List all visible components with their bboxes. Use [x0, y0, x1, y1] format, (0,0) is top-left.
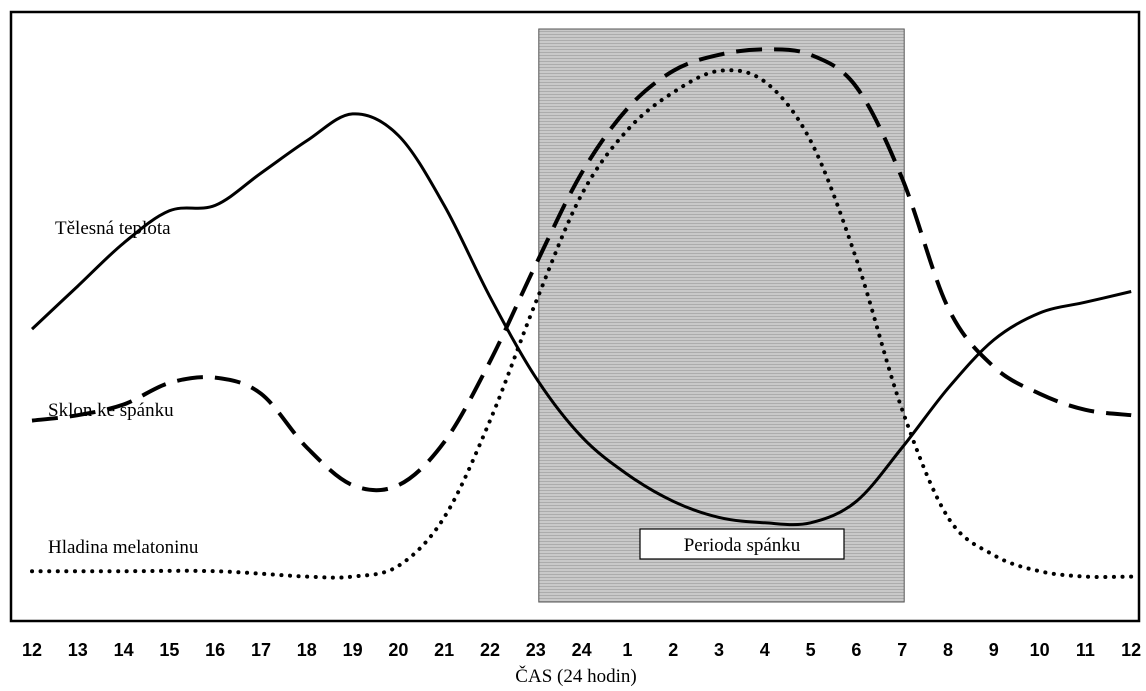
x-tick-label: 12	[1121, 640, 1141, 660]
x-tick-label: 14	[114, 640, 134, 660]
series-label-melatonin-level: Hladina melatoninu	[48, 537, 199, 558]
x-tick-label: 17	[251, 640, 271, 660]
x-tick-label: 8	[943, 640, 953, 660]
x-tick-label: 3	[714, 640, 724, 660]
x-tick-label: 20	[388, 640, 408, 660]
x-tick-label: 2	[668, 640, 678, 660]
x-tick-label: 13	[68, 640, 88, 660]
series-label-body-temperature: Tělesná teplota	[55, 218, 171, 239]
x-tick-label: 9	[989, 640, 999, 660]
x-tick-label: 11	[1076, 640, 1095, 660]
x-tick-label: 12	[22, 640, 42, 660]
x-tick-label: 7	[897, 640, 907, 660]
x-tick-label: 23	[526, 640, 546, 660]
x-tick-label: 18	[297, 640, 317, 660]
x-tick-label: 15	[159, 640, 179, 660]
x-axis-title: ČAS (24 hodin)	[515, 665, 636, 687]
x-tick-label: 22	[480, 640, 500, 660]
sleep-period-band	[539, 29, 904, 602]
sleep-period-label: Perioda spánku	[684, 535, 801, 556]
x-tick-label: 16	[205, 640, 225, 660]
x-tick-label: 4	[760, 640, 770, 660]
x-tick-label: 6	[851, 640, 861, 660]
x-tick-label: 21	[434, 640, 454, 660]
series-label-sleep-propensity: Sklon ke spánku	[48, 400, 174, 421]
x-tick-label: 24	[572, 640, 592, 660]
x-tick-label: 5	[806, 640, 816, 660]
x-tick-label: 19	[343, 640, 363, 660]
x-axis-tick-labels: 12 13 14 15 16 17 18 19 20 21 22 23 24 1 2 3 4 5 6 7 8 9 10 11 1…	[22, 640, 1141, 660]
x-tick-label: 10	[1030, 640, 1050, 660]
x-tick-label: 1	[622, 640, 632, 660]
